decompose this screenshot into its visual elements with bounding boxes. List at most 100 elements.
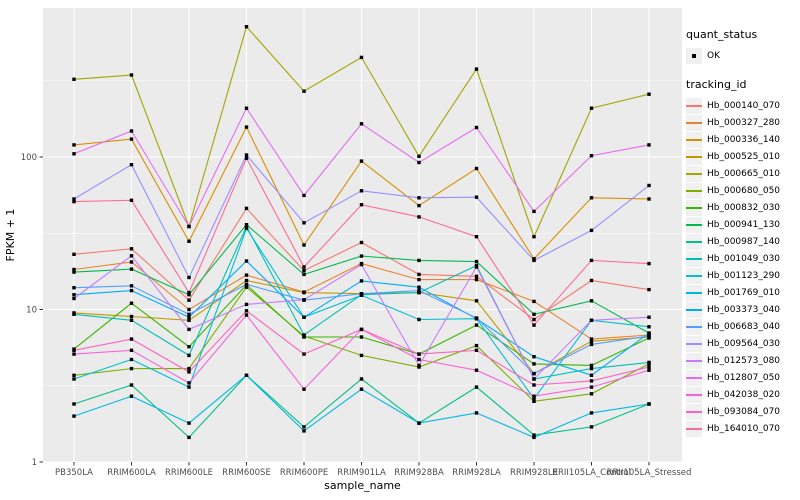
legend-line-swatch (686, 172, 702, 175)
legend-item-label: Hb_009564_030 (707, 338, 781, 349)
data-point (532, 317, 536, 322)
x-tick-label: RRII105LA_Stressed (607, 468, 692, 478)
y-axis-title: FPKM + 1 (4, 209, 17, 262)
legend-key-box (686, 47, 702, 64)
data-point (72, 267, 76, 272)
x-tick-label: RRII105LA_Control (552, 468, 631, 478)
data-point (532, 355, 536, 359)
data-point (589, 392, 594, 396)
data-point (474, 368, 479, 372)
legend-item-label: Hb_000525_010 (707, 151, 781, 162)
data-point (244, 278, 249, 283)
data-point (72, 143, 76, 147)
legend-item-label: Hb_001123_290 (707, 270, 781, 281)
data-point (129, 357, 134, 362)
data-point (187, 370, 191, 374)
legend-item-label: Hb_001769_010 (707, 287, 781, 298)
legend-item-Hb_000140_070: Hb_000140_070 (686, 97, 798, 114)
data-point (359, 55, 364, 60)
data-point (359, 262, 364, 267)
data-point (187, 275, 191, 280)
data-point (417, 203, 421, 208)
data-point (589, 106, 594, 110)
legend-item-Hb_001049_030: Hb_001049_030 (686, 250, 798, 267)
data-point (187, 381, 191, 385)
data-point (474, 348, 479, 352)
x-tick-label: RRIM600SE (222, 468, 271, 478)
legend-line-swatch (686, 410, 702, 413)
legend-line-swatch (686, 121, 702, 124)
data-point (129, 383, 134, 387)
legend-line-swatch (686, 257, 702, 260)
data-point (129, 348, 134, 352)
data-point (532, 362, 536, 366)
data-point (589, 366, 594, 371)
data-point (302, 352, 306, 356)
data-point (359, 292, 364, 296)
legend-line-swatch (686, 325, 702, 328)
data-point (474, 274, 479, 278)
data-point (129, 137, 134, 141)
data-point (129, 288, 134, 293)
data-point (359, 203, 364, 207)
data-point (302, 315, 306, 319)
legend-key-box (686, 267, 702, 284)
data-point (187, 315, 191, 319)
data-point (359, 279, 364, 283)
legend-line-swatch (686, 104, 702, 107)
legend-key-box (686, 131, 702, 148)
data-point (417, 160, 421, 165)
legend-item-Hb_000987_140: Hb_000987_140 (686, 233, 798, 250)
legend-item-Hb_012807_050: Hb_012807_050 (686, 369, 798, 386)
legend-item-label: Hb_000832_030 (707, 202, 781, 213)
data-point (129, 394, 134, 398)
legend-key-box (686, 199, 702, 216)
legend-key-box (686, 148, 702, 165)
legend-item-Hb_000327_280: Hb_000327_280 (686, 114, 798, 131)
data-point (244, 125, 249, 129)
data-point (647, 402, 651, 406)
data-point (244, 259, 249, 263)
data-point (187, 345, 191, 349)
data-point (589, 299, 594, 303)
data-point (302, 243, 306, 247)
x-axis-title: sample_name (324, 479, 401, 492)
data-point (129, 254, 134, 258)
legend-key-box (686, 216, 702, 233)
data-point (187, 385, 191, 389)
data-point (244, 273, 249, 277)
data-point (302, 193, 306, 198)
x-tick-label: RRIM600LE (165, 468, 213, 478)
data-point (417, 317, 421, 322)
data-point (187, 353, 191, 358)
legend-item-Hb_000665_010: Hb_000665_010 (686, 165, 798, 182)
data-point (589, 373, 594, 377)
data-point (244, 106, 249, 110)
data-point (187, 307, 191, 312)
data-point (359, 335, 364, 339)
data-point (244, 224, 249, 229)
data-point (72, 348, 76, 352)
data-point (474, 316, 479, 320)
data-point (187, 366, 191, 371)
legend-line-swatch (686, 138, 702, 141)
legend-key-box (686, 352, 702, 369)
legend-item-label: Hb_000680_050 (707, 185, 781, 196)
data-point (187, 318, 191, 322)
data-point (244, 309, 249, 313)
data-point (302, 333, 306, 337)
legend-line-swatch (686, 189, 702, 192)
legend-item-label: Hb_093084_070 (707, 406, 781, 417)
data-point (532, 433, 536, 437)
x-tick-label: RRIM928LA (452, 468, 501, 478)
data-point (532, 323, 536, 327)
legend-item-label: Hb_000665_010 (707, 168, 781, 179)
data-point (589, 342, 594, 347)
data-point (532, 299, 536, 304)
data-point (72, 373, 76, 377)
data-point (532, 371, 536, 376)
data-point (129, 337, 134, 341)
data-point (417, 277, 421, 282)
data-point (244, 285, 249, 289)
